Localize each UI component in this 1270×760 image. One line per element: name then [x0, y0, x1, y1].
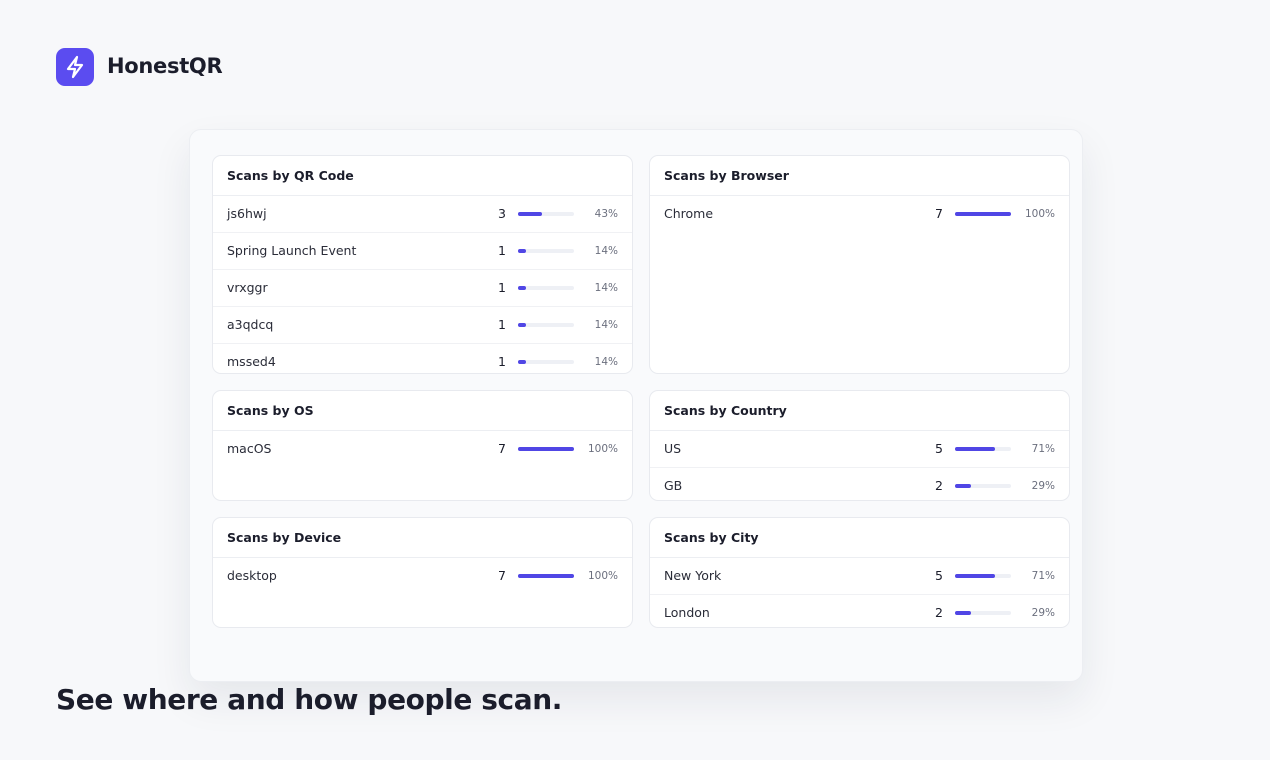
row-label: js6hwj: [227, 206, 267, 221]
bar-track: [955, 484, 1011, 488]
row-percent: 29%: [1031, 607, 1055, 619]
row-count: 1: [498, 317, 506, 332]
panel: Scans by QR Code js6hwj 3 43% Spring Launch …: [212, 155, 633, 374]
panel: Scans by Device desktop 7 100%: [212, 517, 633, 628]
row-count: 2: [935, 605, 943, 620]
row-label: Spring Launch Event: [227, 243, 357, 258]
row-label: desktop: [227, 568, 277, 583]
bar-track: [518, 574, 574, 578]
panel: Scans by Browser Chrome 7 100%: [649, 155, 1070, 374]
row: vrxggr 1 14%: [213, 270, 632, 307]
row-label: macOS: [227, 441, 272, 456]
row: GB 2 29%: [650, 468, 1069, 500]
row-percent: 14%: [594, 319, 618, 331]
row-label: US: [664, 441, 682, 456]
bar: [518, 249, 526, 253]
bar: [955, 212, 1011, 216]
panel-title: Scans by City: [650, 518, 1069, 558]
row-count: 3: [498, 206, 506, 221]
row-count: 5: [935, 568, 943, 583]
bar: [518, 323, 526, 327]
panel-title: Scans by Browser: [650, 156, 1069, 196]
row-percent: 100%: [1024, 208, 1055, 220]
row: London 2 29%: [650, 595, 1069, 627]
row: Chrome 7 100%: [650, 196, 1069, 232]
tagline: See where and how people scan.: [56, 683, 563, 716]
row-percent: 100%: [587, 443, 618, 455]
row: Spring Launch Event 1 14%: [213, 233, 632, 270]
bar: [518, 212, 543, 216]
row-percent: 43%: [594, 208, 618, 220]
row: New York 5 71%: [650, 558, 1069, 595]
panel: Scans by City New York 5 71% London 2 29%: [649, 517, 1070, 628]
bar: [955, 574, 995, 578]
row-percent: 29%: [1031, 480, 1055, 492]
row: a3qdcq 1 14%: [213, 307, 632, 344]
row-percent: 100%: [587, 570, 618, 582]
row-count: 7: [498, 441, 506, 456]
row: macOS 7 100%: [213, 431, 632, 467]
logo[interactable]: [56, 48, 94, 86]
row-label: New York: [664, 568, 722, 583]
row-count: 7: [935, 206, 943, 221]
bar: [955, 484, 972, 488]
bar: [518, 574, 574, 578]
row-percent: 14%: [594, 282, 618, 294]
row-percent: 14%: [594, 356, 618, 368]
row-label: London: [664, 605, 710, 620]
row-percent: 14%: [594, 245, 618, 257]
panel-title: Scans by QR Code: [213, 156, 632, 196]
bar-track: [518, 286, 574, 290]
panel-title: Scans by Device: [213, 518, 632, 558]
bar: [518, 286, 526, 290]
brand-name[interactable]: HonestQR: [107, 54, 223, 78]
bar: [518, 360, 526, 364]
row-percent: 71%: [1031, 570, 1055, 582]
row: js6hwj 3 43%: [213, 196, 632, 233]
row: desktop 7 100%: [213, 558, 632, 594]
row-label: a3qdcq: [227, 317, 274, 332]
row-label: vrxggr: [227, 280, 268, 295]
bar: [955, 447, 995, 451]
row-label: Chrome: [664, 206, 714, 221]
row-label: mssed4: [227, 354, 276, 369]
row-count: 1: [498, 354, 506, 369]
row-count: 1: [498, 243, 506, 258]
dashboard-card: Scans by QR Code js6hwj 3 43% Spring Launch …: [189, 129, 1083, 682]
panel-title: Scans by OS: [213, 391, 632, 431]
row: mssed4 1 14%: [213, 344, 632, 373]
row-label: GB: [664, 478, 683, 493]
bar: [955, 611, 972, 615]
row-count: 2: [935, 478, 943, 493]
bar-track: [518, 323, 574, 327]
bar-track: [518, 360, 574, 364]
bar-track: [955, 212, 1011, 216]
bar-track: [955, 574, 1011, 578]
bar-track: [518, 249, 574, 253]
panel: Scans by Country US 5 71% GB 2 29%: [649, 390, 1070, 501]
row: US 5 71%: [650, 431, 1069, 468]
bar-track: [955, 611, 1011, 615]
panel: Scans by OS macOS 7 100%: [212, 390, 633, 501]
row-count: 5: [935, 441, 943, 456]
row-percent: 71%: [1031, 443, 1055, 455]
logo-icon: [66, 55, 84, 79]
bar-track: [955, 447, 1011, 451]
row-count: 7: [498, 568, 506, 583]
panel-title: Scans by Country: [650, 391, 1069, 431]
bar: [518, 447, 574, 451]
bar-track: [518, 212, 574, 216]
row-count: 1: [498, 280, 506, 295]
bar-track: [518, 447, 574, 451]
